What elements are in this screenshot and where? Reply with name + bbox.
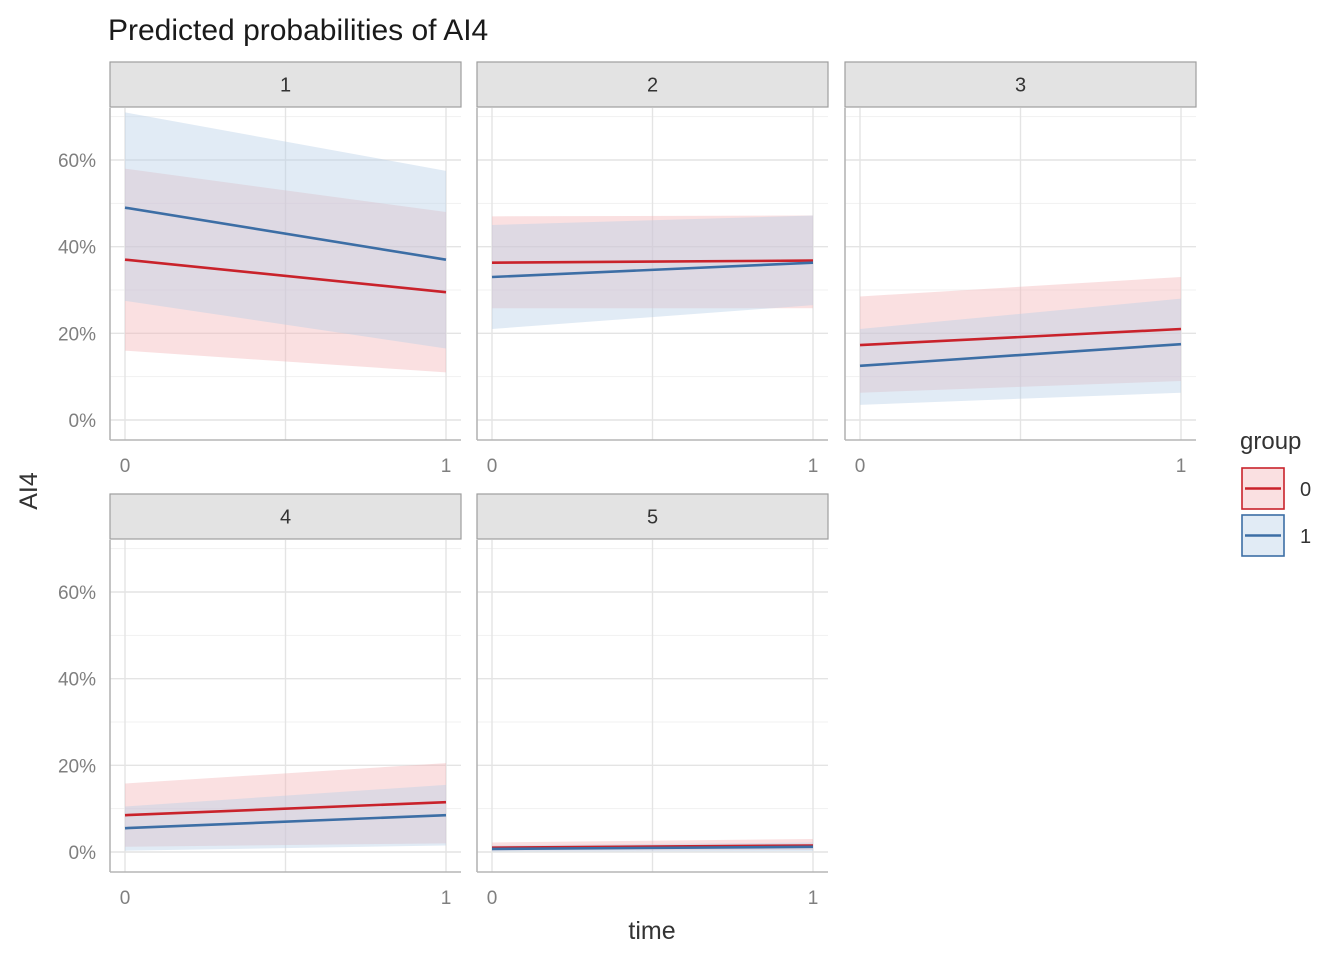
x-tick-label: 0: [855, 456, 866, 477]
x-tick-label: 0: [487, 888, 498, 909]
facet-strip-label: 3: [1015, 75, 1026, 97]
ci-ribbon-group-1: [860, 298, 1181, 405]
chart-title: Predicted probabilities of AI4: [108, 14, 488, 47]
y-tick-label: 20%: [58, 756, 96, 777]
x-tick-label: 0: [487, 456, 498, 477]
facet-panel-3: 3 0 1: [844, 61, 1197, 477]
y-axis-title: AI4: [15, 472, 43, 510]
legend-item-1: 1: [1241, 514, 1311, 557]
ci-ribbon-group-1: [492, 215, 813, 329]
facet-strip-label: 1: [280, 75, 291, 97]
legend: group 0 1: [1240, 428, 1311, 557]
facet-strip-label: 4: [280, 507, 291, 529]
y-tick-label: 0%: [69, 843, 97, 864]
legend-title: group: [1240, 428, 1301, 455]
facet-strip-label: 5: [647, 507, 658, 529]
facet-strip: [476, 61, 829, 108]
series-line-group-1: [124, 813, 447, 830]
facet-panels: 1 0 1 0% 20% 40% 60% 2 0 1 3 0 1 4 0 1 0% 20% 40% 60% 5 0 1: [58, 61, 1197, 909]
legend-item-0: 0: [1241, 467, 1311, 510]
x-tick-label: 0: [120, 456, 131, 477]
x-axis-title: time: [628, 917, 675, 945]
y-tick-label: 60%: [58, 151, 96, 172]
facet-panel-4: 4 0 1 0% 20% 40% 60%: [58, 493, 462, 909]
series-line-group-0: [859, 327, 1182, 347]
x-tick-label: 1: [808, 888, 819, 909]
y-tick-label: 40%: [58, 238, 96, 259]
y-tick-label: 0%: [69, 411, 97, 432]
facet-panel-2: 2 0 1: [476, 61, 829, 477]
series-line-group-0: [124, 800, 447, 817]
x-tick-label: 1: [441, 888, 452, 909]
y-tick-label: 60%: [58, 583, 96, 604]
series-line-group-1: [491, 845, 814, 851]
facet-panel-1: 1 0 1 0% 20% 40% 60%: [58, 61, 462, 477]
facet-strip: [109, 61, 462, 108]
facet-panel-5: 5 0 1: [476, 493, 829, 909]
series-line-group-0: [491, 259, 814, 264]
series-line-group-0: [124, 258, 447, 294]
x-tick-label: 1: [808, 456, 819, 477]
y-tick-label: 20%: [58, 324, 96, 345]
series-line-group-1: [491, 261, 814, 279]
series-line-group-1: [124, 206, 447, 261]
facet-strip: [476, 493, 829, 540]
legend-label: 0: [1300, 479, 1311, 501]
ci-ribbon-group-1: [125, 112, 446, 349]
x-tick-label: 1: [441, 456, 452, 477]
y-tick-label: 40%: [58, 670, 96, 691]
x-tick-label: 0: [120, 888, 131, 909]
x-tick-label: 1: [1176, 456, 1187, 477]
legend-label: 1: [1300, 526, 1311, 548]
ci-ribbon-group-0: [860, 277, 1181, 393]
facet-strip: [844, 61, 1197, 108]
ci-ribbon-group-1: [125, 784, 446, 851]
series-line-group-1: [859, 342, 1182, 368]
facet-strip: [109, 493, 462, 540]
facet-strip-label: 2: [647, 75, 658, 97]
